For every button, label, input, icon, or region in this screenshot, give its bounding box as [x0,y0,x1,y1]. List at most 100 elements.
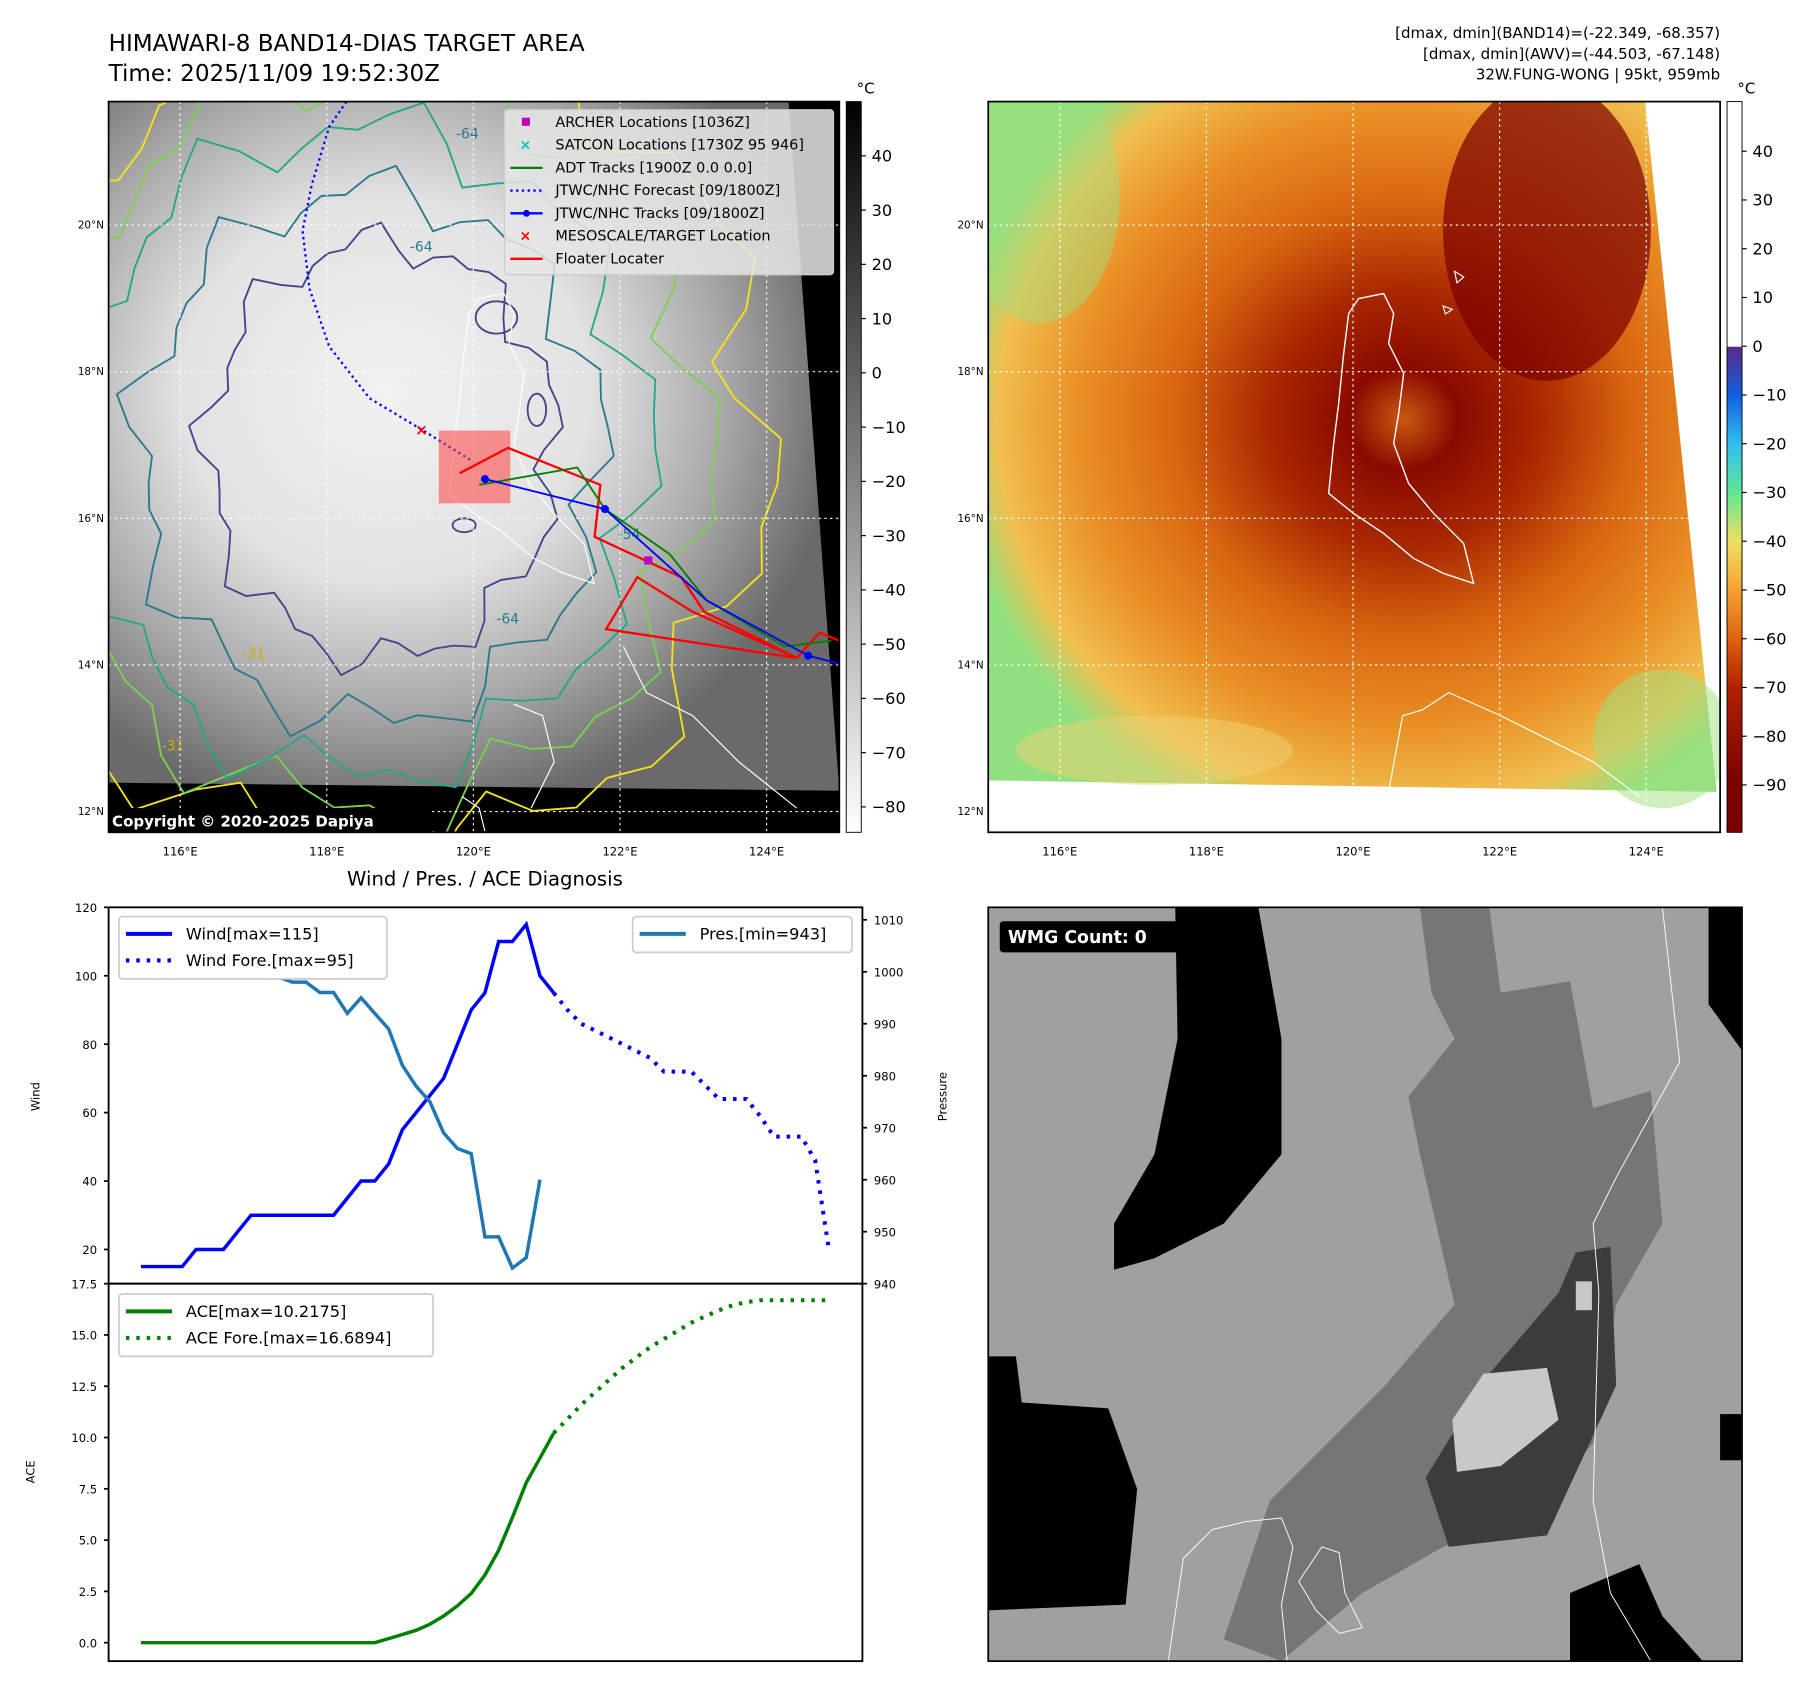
lat-label: 16°N [957,513,983,525]
copyright-bg [108,808,432,833]
y-tick-label: 2.5 [79,1585,97,1599]
y-tick-label: 960 [874,1173,896,1187]
y-tick-label: 5.0 [79,1534,97,1548]
y-tick-label: 980 [874,1069,896,1083]
legend-item: JTWC/NHC Tracks [09/1800Z] [510,206,765,222]
diagnosis-title: Wind / Pres. / ACE Diagnosis [347,867,623,890]
adt-track [478,466,832,648]
info-storm: 32W.FUNG-WONG | 95kt, 959mb [1476,66,1720,84]
temperature-contour [474,300,519,335]
coastline-islands [1387,270,1640,797]
y-tick-label: 1010 [874,913,903,927]
coastline-mindoro [461,646,797,832]
legend-label: SATCON Locations [1730Z 95 946] [555,138,804,154]
colorbar-tick-label: −90 [1752,776,1786,795]
legend-label: JTWC/NHC Tracks [09/1800Z] [554,206,764,222]
colorbar-tick-label: 40 [1752,142,1773,161]
lat-label: 14°N [78,659,104,671]
square-marker-icon [521,117,530,126]
y-tick-label: 40 [82,1175,97,1189]
colorbar-tick-label: −40 [1752,532,1786,551]
temperature-contour [526,392,548,427]
y-tick-label: 950 [874,1225,896,1239]
info-awv: [dmax, dmin](AWV)=(-44.503, -67.148) [1423,45,1720,63]
y-tick-label: 12.5 [71,1380,97,1394]
lat-label: 18°N [78,366,104,378]
map-legend: ARCHER Locations [1036Z] × SATCON Location… [503,109,835,276]
colorbar-tick-label: −20 [872,472,906,491]
coastline-luzon [448,292,595,585]
contour-label: -31 [243,646,266,662]
y-axis-label: ACE [24,1460,38,1483]
lat-label: 14°N [957,659,983,671]
colorbar-tick-label: 40 [872,147,893,166]
legend-item: ADT Tracks [1900Z 0.0 0.0] [510,160,752,176]
colorbar-tick-label: −60 [1752,629,1786,648]
lon-label: 118°E [309,844,344,858]
y-tick-label: 20 [82,1243,97,1257]
y-tick-label: 15.0 [71,1329,97,1343]
y-axis-label: Wind [28,1082,42,1111]
lon-label: 116°E [1042,844,1077,858]
colorbar-grayscale [845,101,862,833]
lon-label: 122°E [1482,844,1517,858]
wmg-region-black [1114,907,1282,1270]
legend-item: JTWC/NHC Forecast [09/1800Z] [510,183,780,199]
wmg-region-light [1575,1281,1592,1311]
colorbar-tick-label: −10 [1752,386,1786,405]
lon-label: 120°E [456,844,491,858]
coastline-luzon [1327,292,1475,585]
target-location-marker: × [415,421,428,439]
contour-label: -64 [496,611,519,627]
legend-item: Floater Locater [510,251,664,267]
colorbar-tick-label: −30 [1752,483,1786,502]
legend-label: ADT Tracks [1900Z 0.0 0.0] [555,160,752,176]
series-line-wind [140,920,556,1269]
colorbar-tick-label: −70 [1752,678,1786,697]
ace-chart: 0.0 2.5 5.0 7.5 10.0 12.5 15.0 17.5 ACE ACE[max=1… [24,1277,864,1663]
y-tick-label: 60 [82,1106,97,1120]
contour-label: -64 [410,240,433,256]
legend-label: ARCHER Locations [1036Z] [555,115,750,131]
temperature-contour [187,221,564,677]
target-area-box [438,430,511,504]
y-tick-label: 7.5 [79,1482,97,1496]
wmg-region-light [1452,1367,1559,1472]
wmg-region-black [988,1356,1138,1611]
colorbar-tick-label: −30 [872,526,906,545]
y-tick-label: 1000 [874,965,903,979]
colorbar-tick-label: −70 [872,743,906,762]
right-map-frame [987,100,1721,834]
legend-label: JTWC/NHC Forecast [09/1800Z] [554,183,780,199]
legend-label: Floater Locater [555,251,664,267]
temperature-contour [108,101,663,789]
temperature-contour [108,101,782,833]
y-tick-label: 17.5 [71,1277,97,1291]
chart-legend-label: Wind Fore.[max=95] [186,951,354,970]
y-tick-label: 940 [874,1277,896,1291]
colorbar-tick-label: −50 [872,635,906,654]
colorbar-grayscale-unit: °C [857,80,875,98]
jtwc-track-point [804,651,813,660]
lat-label: 20°N [957,220,983,232]
colorbar-tick-label: −50 [1752,581,1786,600]
x-marker-icon: × [520,229,532,245]
temperature-contour [115,164,615,738]
y-tick-label: 100 [75,969,97,983]
colorbar-tick-label: −40 [872,581,906,600]
y-tick-label: 970 [874,1121,896,1135]
archer-location [644,556,653,565]
info-band14: [dmax, dmin](BAND14)=(-22.349, -68.357) [1395,24,1720,42]
chart-legend-label: Wind[max=115] [186,925,319,944]
colorbar-tick-label: 10 [872,309,893,328]
chart-legend-label: Pres.[min=943] [700,925,827,944]
chart-legend [631,915,853,954]
lon-label: 122°E [602,844,637,858]
chart-legend [118,1293,434,1358]
colorbar-color-unit: °C [1737,80,1755,98]
wmg-coastline [1167,1517,1363,1662]
wmg-panel: WMG Count: 0 [988,907,1743,1662]
y-tick-label: 10.0 [71,1431,97,1445]
wmg-region-black [1708,907,1743,1051]
